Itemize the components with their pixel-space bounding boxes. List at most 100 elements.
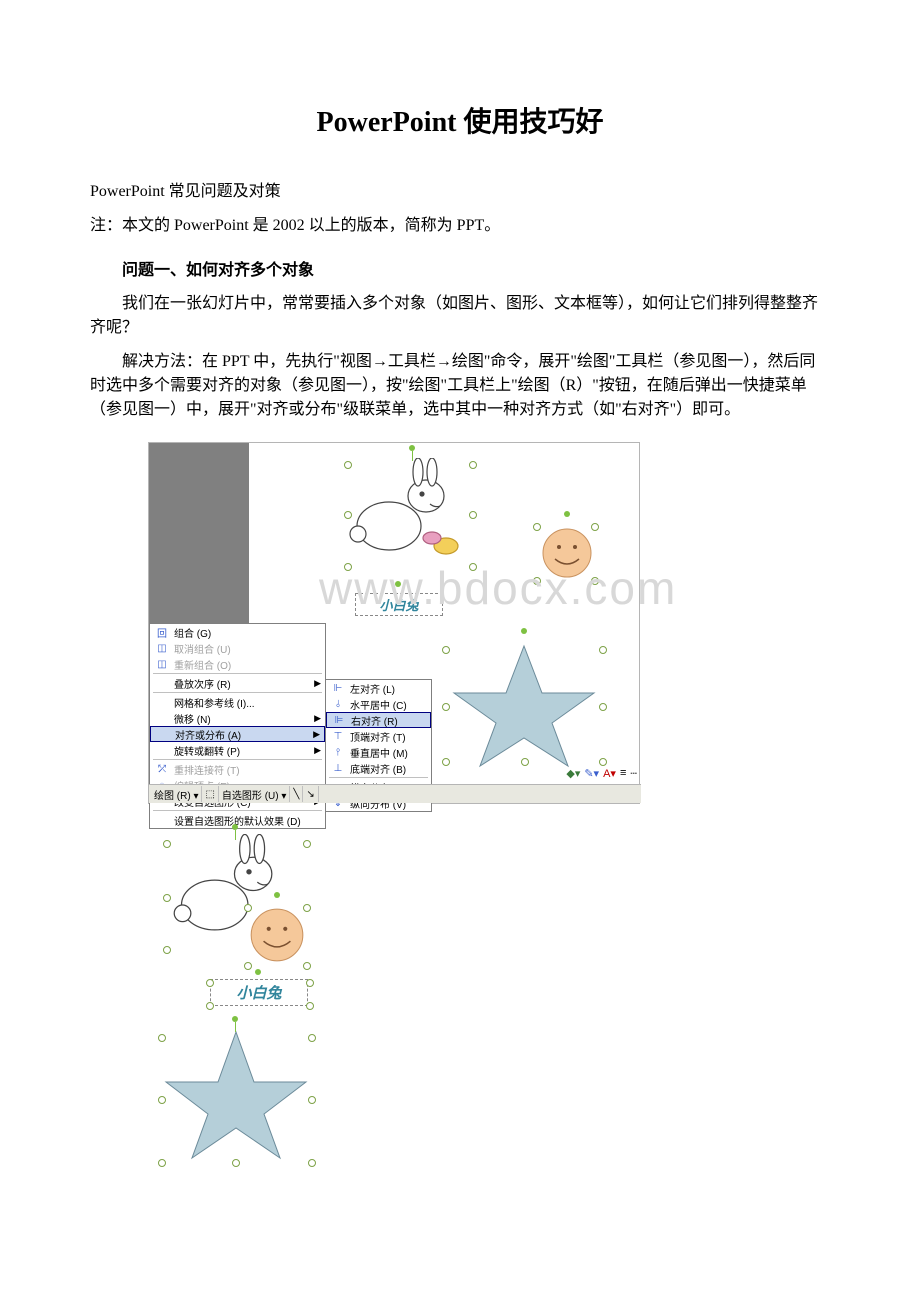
selection-handle[interactable] bbox=[591, 523, 599, 531]
dash-style-icon[interactable]: ┄ bbox=[630, 767, 637, 780]
selection-handle[interactable] bbox=[306, 1002, 314, 1010]
submenu-align-left[interactable]: ⊩左对齐 (L) bbox=[326, 680, 431, 696]
fill-color-icon[interactable]: ◆▾ bbox=[566, 767, 580, 780]
paragraph: 解决方法：在 PPT 中，先执行"视图→工具栏→绘图"命令，展开"绘图"工具栏（… bbox=[90, 350, 830, 422]
rotation-handle[interactable] bbox=[255, 969, 261, 975]
selection-handle[interactable] bbox=[158, 1159, 166, 1167]
aligned-result: 小白兔 bbox=[148, 824, 348, 1184]
align-top-icon: ⊤ bbox=[330, 729, 346, 743]
select-objects-icon[interactable]: ⬚ bbox=[202, 786, 218, 802]
selection-handle[interactable] bbox=[469, 563, 477, 571]
selection-handle[interactable] bbox=[308, 1096, 316, 1104]
selection-handle[interactable] bbox=[306, 979, 314, 987]
autoshapes-button[interactable]: 自选图形 (U) ▾ bbox=[219, 786, 290, 802]
selection-handle[interactable] bbox=[206, 979, 214, 987]
selection-handle[interactable] bbox=[163, 894, 171, 902]
submenu-align-bottom[interactable]: ⊥底端对齐 (B) bbox=[326, 760, 431, 776]
textbox-label: 小白兔 bbox=[356, 594, 442, 615]
selection-handle[interactable] bbox=[303, 904, 311, 912]
selection-handle[interactable] bbox=[308, 1159, 316, 1167]
group-icon: 回 bbox=[154, 625, 170, 639]
submenu-arrow-icon: ▶ bbox=[314, 745, 321, 756]
star-shape bbox=[156, 1024, 316, 1164]
selection-handle[interactable] bbox=[442, 703, 450, 711]
menu-divider bbox=[153, 692, 322, 693]
rotation-stem bbox=[412, 451, 413, 461]
selection-handle[interactable] bbox=[244, 904, 252, 912]
rotation-handle[interactable] bbox=[395, 581, 401, 587]
doc-title: PowerPoint 使用技巧好 bbox=[90, 100, 830, 140]
menu-item-group[interactable]: 回组合 (G) bbox=[150, 624, 325, 640]
menu-item-reroute: ⤱重排连接符 (T) bbox=[150, 761, 325, 777]
line-tool-icon[interactable]: ╲ bbox=[290, 786, 303, 802]
line-color-icon[interactable]: ✎▾ bbox=[584, 767, 599, 780]
draw-menu-button[interactable]: 绘图 (R) ▾ bbox=[151, 786, 202, 802]
selection-handle[interactable] bbox=[163, 840, 171, 848]
ppt-screenshot: www.bdocx.com bbox=[148, 442, 640, 804]
submenu-align-center-h[interactable]: ⫰水平居中 (C) bbox=[326, 696, 431, 712]
rotation-handle[interactable] bbox=[564, 511, 570, 517]
menu-item-nudge[interactable]: 微移 (N)▶ bbox=[150, 710, 325, 726]
smiley-shape bbox=[537, 523, 597, 583]
menu-divider bbox=[153, 759, 322, 760]
menu-item-align-distribute[interactable]: 对齐或分布 (A)▶ bbox=[150, 726, 325, 742]
smiley-shape bbox=[246, 904, 308, 966]
align-left-icon: ⊩ bbox=[330, 681, 346, 695]
menu-item-order[interactable]: 叠放次序 (R)▶ bbox=[150, 675, 325, 691]
figure-two: 小白兔 bbox=[90, 824, 830, 1184]
selection-handle[interactable] bbox=[344, 563, 352, 571]
selection-handle[interactable] bbox=[521, 758, 529, 766]
textbox-shape: 小白兔 bbox=[355, 593, 443, 616]
selection-handle[interactable] bbox=[469, 461, 477, 469]
selection-handle[interactable] bbox=[232, 1159, 240, 1167]
menu-item-regroup: ◫重新组合 (O) bbox=[150, 656, 325, 672]
rotation-handle[interactable] bbox=[521, 628, 527, 634]
selection-handle[interactable] bbox=[158, 1034, 166, 1042]
format-toolbar: ◆▾ ✎▾ A▾ ≡ ┄ bbox=[566, 765, 637, 781]
menu-item-grid[interactable]: 网格和参考线 (I)... bbox=[150, 694, 325, 710]
selection-handle[interactable] bbox=[442, 758, 450, 766]
reroute-icon: ⤱ bbox=[154, 762, 170, 776]
selection-handle[interactable] bbox=[533, 577, 541, 585]
textbox-shape: 小白兔 bbox=[210, 979, 308, 1006]
line-style-icon[interactable]: ≡ bbox=[620, 767, 626, 779]
submenu-arrow-icon: ▶ bbox=[314, 678, 321, 689]
regroup-icon: ◫ bbox=[154, 657, 170, 671]
selection-handle[interactable] bbox=[244, 962, 252, 970]
font-color-icon[interactable]: A▾ bbox=[603, 767, 616, 780]
submenu-align-top[interactable]: ⊤顶端对齐 (T) bbox=[326, 728, 431, 744]
selection-handle[interactable] bbox=[344, 461, 352, 469]
selection-handle[interactable] bbox=[163, 946, 171, 954]
arrow-tool-icon[interactable]: ↘ bbox=[303, 786, 318, 802]
rotation-stem bbox=[235, 1022, 236, 1032]
rotation-handle[interactable] bbox=[274, 892, 280, 898]
selection-handle[interactable] bbox=[158, 1096, 166, 1104]
selection-handle[interactable] bbox=[442, 646, 450, 654]
submenu-align-middle-v[interactable]: ⫯垂直居中 (M) bbox=[326, 744, 431, 760]
selection-handle[interactable] bbox=[533, 523, 541, 531]
menu-divider bbox=[153, 673, 322, 674]
submenu-arrow-icon: ▶ bbox=[313, 729, 320, 740]
question-heading: 问题一、如何对齐多个对象 bbox=[90, 256, 830, 280]
menu-item-ungroup: ◫取消组合 (U) bbox=[150, 640, 325, 656]
submenu-align-right[interactable]: ⊫右对齐 (R) bbox=[326, 712, 431, 728]
selection-handle[interactable] bbox=[308, 1034, 316, 1042]
textbox-label: 小白兔 bbox=[211, 980, 307, 1005]
selection-handle[interactable] bbox=[206, 1002, 214, 1010]
slide-canvas: www.bdocx.com bbox=[249, 443, 639, 623]
selection-handle[interactable] bbox=[303, 962, 311, 970]
align-bottom-icon: ⊥ bbox=[330, 761, 346, 775]
star-selection-area bbox=[434, 628, 637, 783]
align-center-h-icon: ⫰ bbox=[330, 697, 346, 711]
selection-handle[interactable] bbox=[599, 646, 607, 654]
menu-item-rotate-flip[interactable]: 旋转或翻转 (P)▶ bbox=[150, 742, 325, 758]
menu-divider bbox=[153, 810, 322, 811]
menu-divider bbox=[329, 777, 428, 778]
selection-handle[interactable] bbox=[303, 840, 311, 848]
selection-handle[interactable] bbox=[599, 703, 607, 711]
selection-handle[interactable] bbox=[591, 577, 599, 585]
selection-handle[interactable] bbox=[344, 511, 352, 519]
align-middle-v-icon: ⫯ bbox=[330, 745, 346, 759]
figure-one: www.bdocx.com bbox=[90, 442, 830, 804]
selection-handle[interactable] bbox=[469, 511, 477, 519]
